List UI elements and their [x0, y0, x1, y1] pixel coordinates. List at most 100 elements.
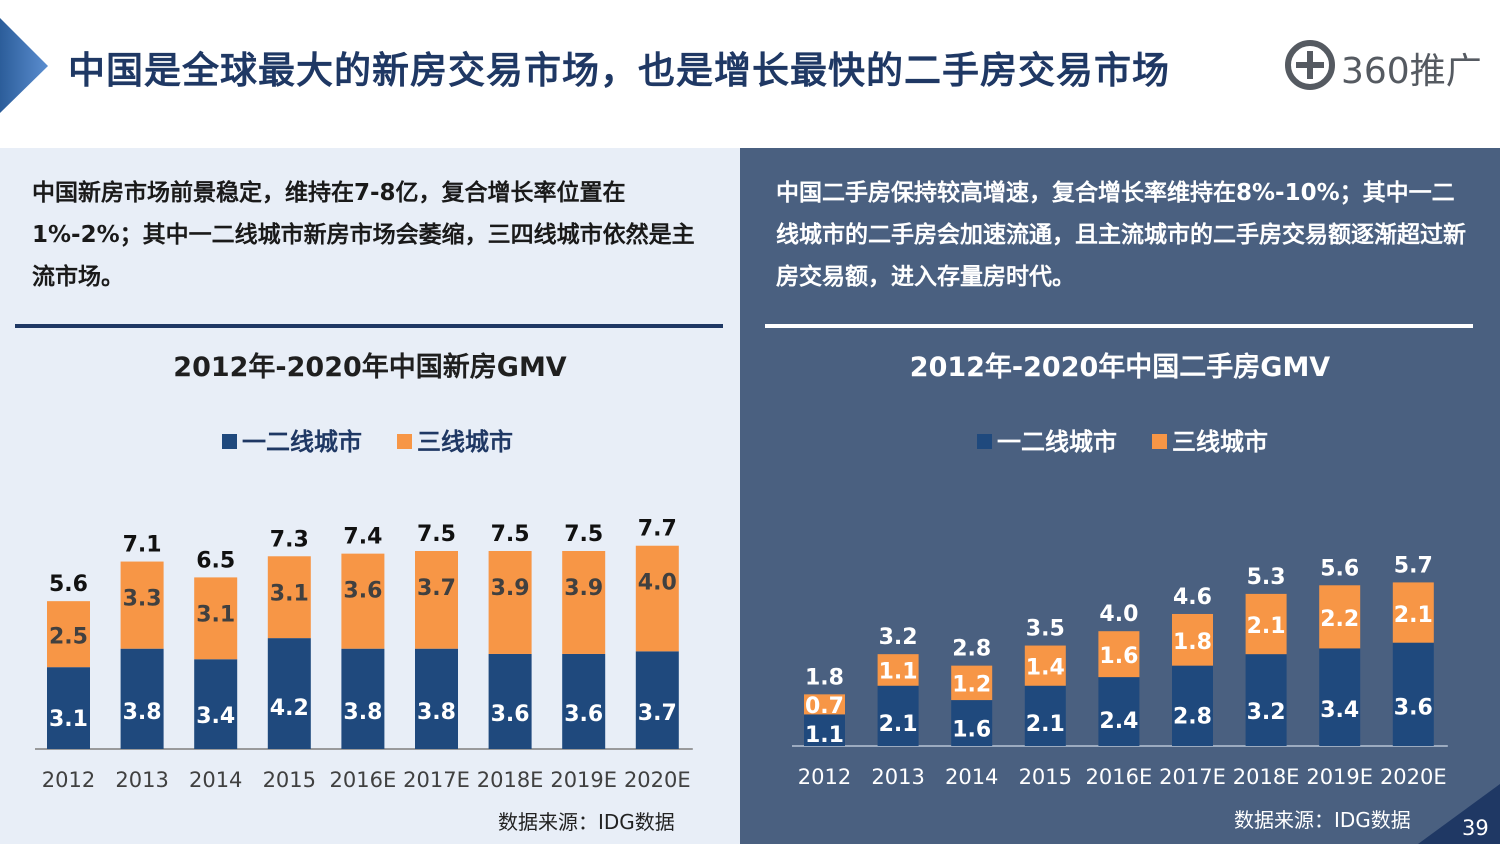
x-tick-label: 2016E [1086, 765, 1153, 789]
data-label: 3.9 [564, 576, 603, 601]
bar-segment [635, 651, 679, 749]
bar-segment [1392, 582, 1434, 643]
bar-segment [267, 556, 311, 639]
data-label: 3.6 [343, 579, 382, 604]
new-house-gmv-chart: 2012年-2020年中国新房GMV 一二线城市 三线城市 3.1 2.5 5.6 2012… [35, 351, 693, 792]
bar-segment [877, 654, 919, 686]
data-label: 4.2 [270, 696, 309, 721]
x-tick-label: 2018E [1233, 765, 1300, 789]
bar-segment [194, 577, 238, 660]
bar-segment [1245, 654, 1287, 746]
legend-swatch [977, 434, 992, 449]
x-tick-label: 2014 [945, 765, 998, 789]
data-label: 2.2 [1320, 607, 1359, 632]
legend-swatch [1152, 434, 1167, 449]
data-label: 1.6 [952, 718, 991, 743]
data-label: 3.4 [1320, 698, 1359, 723]
right-source: 数据来源：IDG数据 [1234, 808, 1411, 832]
bar-segment [1024, 645, 1066, 686]
total-label: 7.5 [417, 522, 456, 547]
slide-title: 中国是全球最大的新房交易市场，也是增长最快的二手房交易市场 [68, 49, 1170, 92]
data-label: 3.1 [270, 581, 309, 606]
data-label: 0.7 [805, 694, 844, 719]
data-label: 2.4 [1099, 709, 1138, 734]
total-label: 7.3 [270, 527, 309, 552]
legend-label: 三线城市 [417, 428, 513, 456]
bar-segment [635, 545, 679, 652]
data-label: 3.8 [343, 700, 382, 725]
bar-segment [341, 648, 385, 749]
data-label: 3.1 [49, 707, 88, 732]
total-label: 7.7 [638, 517, 677, 542]
data-label: 3.8 [417, 700, 456, 725]
x-tick-label: 2017E [1159, 765, 1226, 789]
right-description: 中国二手房保持较高增速，复合增长率维持在8%-10%；其中一二线城市的二手房会加… [776, 180, 1466, 290]
chart-title: 2012年-2020年中国二手房GMV [910, 351, 1331, 383]
data-label: 3.7 [638, 701, 677, 726]
total-label: 7.4 [343, 525, 382, 550]
logo-text: 360推广 [1341, 51, 1482, 92]
header-arrow-icon [0, 18, 48, 113]
total-label: 2.8 [952, 637, 991, 662]
chart-title: 2012年-2020年中国新房GMV [173, 351, 567, 383]
data-label: 3.4 [196, 704, 235, 729]
left-description: 中国新房市场前景稳定，维持在7-8亿，复合增长率位置在1%-2%；其中一二线城市… [32, 180, 695, 290]
x-tick-label: 2016E [330, 768, 397, 792]
x-tick-label: 2019E [550, 768, 617, 792]
bar-segment [415, 648, 458, 749]
x-tick-label: 2015 [263, 768, 316, 792]
left-source: 数据来源：IDG数据 [498, 810, 675, 834]
bar-segment [562, 653, 606, 749]
total-label: 5.3 [1247, 565, 1286, 590]
data-label: 4.0 [638, 571, 677, 596]
x-tick-label: 2015 [1019, 765, 1072, 789]
right-divider [765, 324, 1473, 328]
left-panel: 中国新房市场前景稳定，维持在7-8亿，复合增长率位置在1%-2%；其中一二线城市… [0, 148, 740, 844]
data-label: 1.1 [805, 723, 844, 748]
bar-segment [1172, 665, 1213, 746]
bar-segment [341, 553, 385, 649]
legend-label: 一二线城市 [242, 428, 362, 456]
legend-label: 一二线城市 [997, 428, 1117, 456]
bar-segment [120, 648, 164, 749]
plus-circle-icon [1285, 40, 1335, 90]
slide-header: 中国是全球最大的新房交易市场，也是增长最快的二手房交易市场 360推广 [0, 0, 1500, 140]
bar-segment [415, 551, 458, 649]
second-hand-gmv-chart: 2012年-2020年中国二手房GMV 一二线城市 三线城市 1.1 0.7 1.8 201… [792, 351, 1448, 789]
right-panel: 中国二手房保持较高增速，复合增长率维持在8%-10%；其中一二线城市的二手房会加… [740, 148, 1500, 844]
total-label: 6.5 [196, 548, 235, 573]
page-corner-shape [1418, 784, 1500, 844]
data-label: 3.6 [491, 702, 530, 727]
data-label: 1.6 [1099, 644, 1138, 669]
data-label: 2.1 [1394, 603, 1433, 628]
legend-swatch [397, 434, 412, 449]
data-label: 2.5 [49, 624, 88, 649]
data-label: 1.4 [1026, 655, 1065, 680]
data-label: 3.3 [123, 587, 162, 612]
data-label: 1.2 [952, 673, 991, 698]
bar-segment [488, 653, 532, 749]
legend-label: 三线城市 [1172, 428, 1268, 456]
data-label: 3.7 [417, 576, 456, 601]
bar-segment [120, 561, 164, 649]
x-tick-label: 2017E [403, 768, 470, 792]
bar-segment [562, 551, 606, 654]
total-label: 7.1 [123, 533, 162, 558]
bar-segment [877, 685, 919, 746]
total-label: 1.8 [805, 665, 844, 690]
bar-segment [1319, 648, 1361, 746]
total-label: 3.2 [879, 625, 918, 650]
bar-segment [1392, 642, 1434, 746]
bar-segment [951, 665, 993, 701]
data-label: 2.1 [1247, 614, 1286, 639]
page-number: 39 [1462, 816, 1489, 840]
bar-segment [47, 667, 90, 749]
x-tick-label: 2013 [115, 768, 168, 792]
data-label: 3.1 [196, 602, 235, 627]
x-tick-label: 2012 [798, 765, 851, 789]
data-label: 3.6 [1394, 696, 1433, 721]
bar-segment [47, 601, 90, 668]
bar-segment [1098, 677, 1140, 746]
data-label: 2.1 [1026, 712, 1065, 737]
legend-swatch [222, 434, 237, 449]
